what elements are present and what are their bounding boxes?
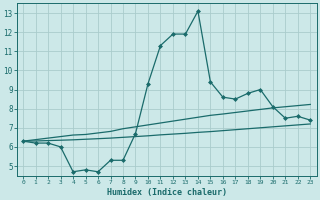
X-axis label: Humidex (Indice chaleur): Humidex (Indice chaleur) [107,188,227,197]
